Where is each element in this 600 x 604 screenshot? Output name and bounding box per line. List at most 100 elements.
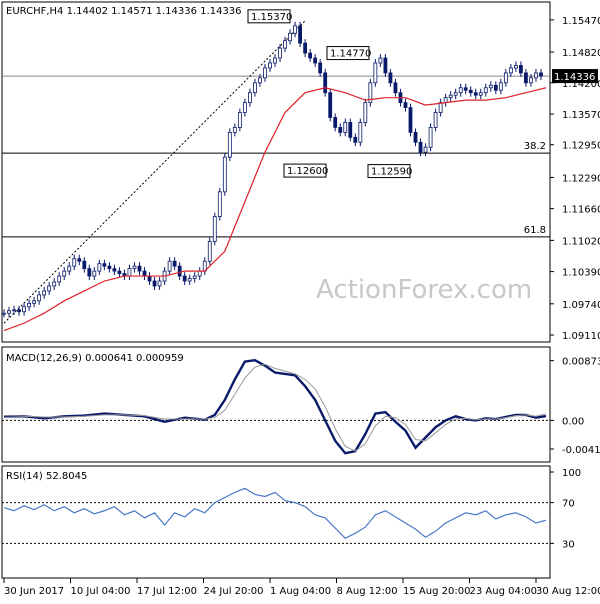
candle-body <box>222 156 227 193</box>
candle-body <box>508 67 513 74</box>
candle-body <box>62 270 67 277</box>
price-ma-line <box>3 87 547 332</box>
annotation-label: 1.15370 <box>251 12 292 23</box>
price-tick-label: 1.15470 <box>562 16 600 27</box>
candle-body <box>413 131 418 143</box>
candle-body <box>378 57 383 64</box>
candle-body <box>463 87 468 91</box>
trend-line <box>3 20 306 324</box>
macd-panel: MACD(12,26,9) 0.000641 0.000959 0.008732… <box>1 346 600 463</box>
x-tick-label: 8 Aug 12:00 <box>337 586 398 597</box>
candle-body <box>458 87 463 94</box>
macd-tick-label: 0.008732 <box>562 357 600 368</box>
candle-body <box>72 258 77 267</box>
candle-body <box>22 306 26 313</box>
candle-body <box>107 265 112 270</box>
candle-body <box>253 82 257 94</box>
x-tick-label: 15 Aug 20:00 <box>403 586 470 597</box>
candle-body <box>177 265 182 277</box>
rsi-tick-label: 70 <box>562 499 575 510</box>
candle-body <box>468 89 473 94</box>
candle-body <box>7 310 11 314</box>
candle-body <box>32 300 37 304</box>
price-tick-label: 1.10390 <box>562 268 600 279</box>
price-tick-label: 1.13570 <box>562 110 600 121</box>
candle-body <box>348 122 353 138</box>
candle-body <box>524 72 528 84</box>
x-tick-label: 1 Aug 04:00 <box>270 586 331 597</box>
x-tick-label: 30 Aug 12:00 <box>536 586 600 597</box>
candle-body <box>172 260 177 267</box>
candle-body <box>433 112 438 128</box>
candle-body <box>519 65 523 74</box>
price-panel-header: EURCHF,H4 1.14402 1.14571 1.14336 1.1433… <box>6 6 242 17</box>
rsi-panel-header: RSI(14) 52.8045 <box>6 471 87 482</box>
candle-body <box>393 82 398 94</box>
macd-tick-label: 0.00 <box>562 416 584 427</box>
candle-body <box>232 127 237 133</box>
candle-body <box>217 191 222 217</box>
candle-body <box>258 77 262 84</box>
candle-body <box>338 127 343 133</box>
candle-body <box>242 102 247 113</box>
candle-body <box>112 268 117 272</box>
candle-body <box>448 94 453 99</box>
annotation-box <box>326 46 370 61</box>
candle-body <box>343 122 348 133</box>
price-tick-label: 1.14200 <box>562 79 600 90</box>
candle-body <box>408 107 413 133</box>
candle-body <box>152 280 157 287</box>
candle-body <box>529 77 533 84</box>
candle-body <box>423 146 428 153</box>
candle-body <box>453 92 458 96</box>
candle-body <box>273 57 277 64</box>
rsi-tick-label: 100 <box>562 468 581 479</box>
x-tick-label: 17 Jul 12:00 <box>137 586 197 597</box>
candle-body <box>137 265 142 272</box>
price-tick-label: 1.14820 <box>562 48 600 59</box>
rsi-line <box>3 487 547 540</box>
candle-body <box>328 92 333 118</box>
price-panel: EURCHF,H4 1.14402 1.14571 1.14336 1.1433… <box>1 1 600 343</box>
ma-line-path <box>3 87 547 332</box>
candle-body <box>368 82 373 104</box>
candle-body <box>418 141 423 153</box>
price-annotations: 1.15370 1.14770 1.12600 1.12590 <box>247 9 412 179</box>
candle-body <box>388 72 393 84</box>
current-price-box <box>552 69 598 84</box>
candle-body <box>47 285 52 292</box>
price-tick-label: 1.09740 <box>562 300 600 311</box>
fib-level-label: 38.2 <box>524 141 546 152</box>
candle-body <box>478 92 483 96</box>
candle-body <box>383 57 388 74</box>
candle-body <box>278 47 282 59</box>
candle-body <box>142 270 147 277</box>
rsi-tick-label: 30 <box>562 539 575 550</box>
annotation-box <box>367 164 411 179</box>
candle-body <box>498 82 503 91</box>
rsi-axis-ticks: 100 70 30 <box>2 468 581 550</box>
macd-lines <box>3 358 547 455</box>
x-tick-label: 10 Jul 04:00 <box>71 586 131 597</box>
candle-body <box>52 281 57 287</box>
annotation-label: 1.12590 <box>371 167 412 178</box>
price-tick-label: 1.11020 <box>562 236 600 247</box>
candle-body <box>303 42 308 54</box>
candle-body <box>237 112 242 128</box>
candle-body <box>12 309 16 312</box>
candle-body <box>197 270 202 277</box>
price-candles <box>2 21 543 318</box>
candle-body <box>293 25 297 34</box>
candle-body <box>227 131 232 158</box>
x-axis: 30 Jun 2017 10 Jul 04:00 17 Jul 12:00 24 Ju… <box>3 578 600 597</box>
candle-body <box>187 278 192 282</box>
candle-body <box>313 57 318 64</box>
candle-body <box>57 275 62 283</box>
candle-body <box>298 25 302 44</box>
candle-body <box>2 312 6 315</box>
candle-body <box>288 32 292 42</box>
candle-body <box>403 102 408 108</box>
watermark: ActionForex.com <box>316 275 532 305</box>
candle-body <box>503 72 508 84</box>
candle-body <box>263 67 267 79</box>
